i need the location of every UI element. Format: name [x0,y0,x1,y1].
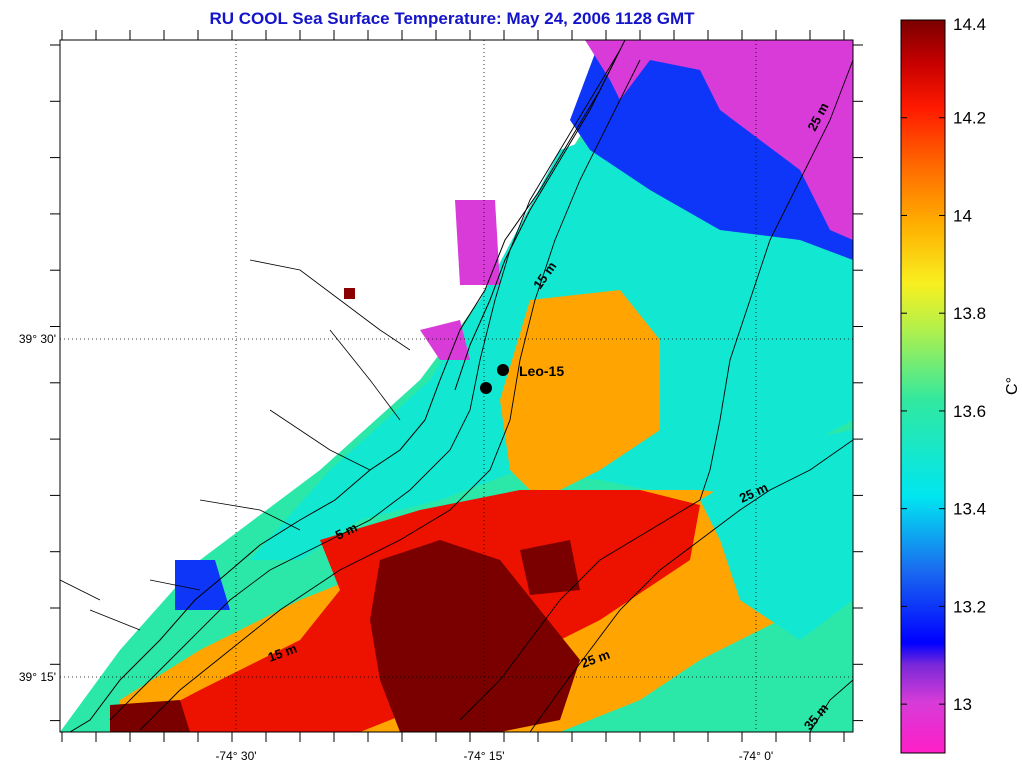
contour-25m-outer [529,439,853,732]
colorbar [900,19,946,754]
colorbar-tick-label: 13 [953,695,972,714]
map-area: 25 m 15 m 5 m 15 m 25 m 25 m 35 m Leo-15 [60,40,853,732]
inland-waterways [60,259,411,631]
x-tick-marks [61,30,845,742]
sst-region-nearshore-north [585,40,853,240]
colorbar-unit-label: C° [1004,377,1021,395]
barrier-island [454,59,616,391]
sst-region-southwest-blue [175,560,230,610]
station-marker-leo15 [497,364,509,376]
plot-frame [59,39,854,733]
sst-region-leo15-warm [500,290,660,500]
contour-15m [139,59,641,731]
colorbar-tick-label: 13.6 [953,402,986,421]
sst-region-nearshore-patch [420,320,470,360]
contour-25m [459,59,853,721]
y-tick-label-2: 39° 15' [19,670,56,684]
x-tick-label-3: -74° 0' [739,749,773,763]
station-marker-leo15-2 [480,382,492,394]
sst-region-east-green [700,430,853,640]
grid [60,40,853,732]
sst-region-southern-core-3 [110,700,190,732]
chart-title: RU COOL Sea Surface Temperature: May 24,… [209,9,695,28]
sst-region-nearshore-patch-2 [455,200,500,285]
colorbar-tick-label: 13.2 [953,597,986,616]
sst-region-southern-core-2 [520,540,580,595]
station-marker-inland [344,288,355,299]
contour-35m [809,679,853,732]
x-tick-label-1: -74° 30' [215,749,256,763]
x-tick-label-2: -74° 15' [463,749,504,763]
colorbar-tick-label: 14 [953,206,972,225]
station-label: Leo-15 [519,363,564,379]
colorbar-tick-label: 14.4 [953,15,986,34]
y-tick-marks [50,44,863,722]
colorbar-tick-label: 13.4 [953,500,986,519]
y-tick-label-1: 39° 30' [19,332,56,346]
coastline [69,40,626,732]
contour-5m [109,49,621,721]
colorbar-tick-label: 14.2 [953,109,986,128]
colorbar-tick-label: 13.8 [953,304,986,323]
colorbar-ticks: 14.4 14.2 14 13.8 13.6 13.4 13.2 13 [901,15,986,714]
sst-region-southern-core [370,540,580,732]
